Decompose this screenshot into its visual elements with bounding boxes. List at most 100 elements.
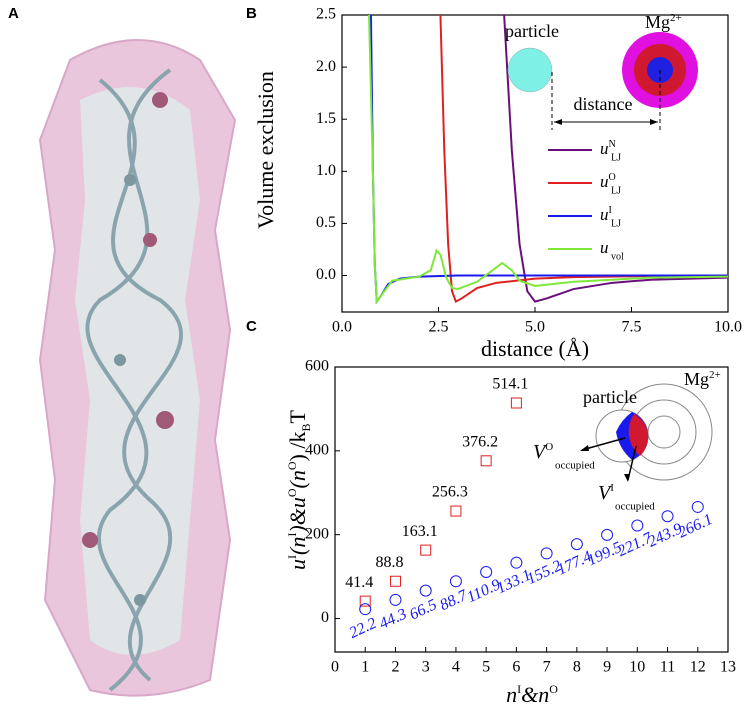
legend-label-part: O [609, 172, 616, 183]
x-tick-label: 5.0 [525, 319, 545, 336]
molecule-render [38, 39, 237, 697]
y-axis-label-part: )&u [285, 497, 310, 534]
point [450, 505, 462, 517]
point [359, 595, 371, 607]
x-axis-label: distance (Å) [481, 336, 589, 361]
point [389, 593, 402, 606]
y-axis-label-part: T [285, 410, 310, 424]
inset-label-part: I [610, 482, 614, 494]
point [419, 584, 432, 597]
point [691, 500, 704, 513]
x-tick-label: 7 [543, 659, 551, 676]
legend-label: uN [600, 139, 616, 158]
value-label: 376.2 [462, 433, 498, 450]
panel-label: C [246, 318, 257, 335]
x-tick-label: 12 [690, 659, 706, 676]
value-label: 88.8 [375, 554, 403, 571]
inset-label: VI [598, 482, 614, 504]
inset-label: distance [574, 94, 633, 114]
inset-label: occupied [555, 460, 595, 472]
legend-label: LJ [611, 218, 621, 229]
y-axis-label-part: (n [285, 470, 310, 488]
x-tick-label: 10 [629, 659, 645, 676]
x-axis-label-part: O [549, 682, 558, 696]
point [601, 528, 614, 541]
plot-frame [334, 366, 729, 653]
arrow-head [580, 445, 630, 482]
x-tick-label: 8 [573, 659, 581, 676]
inset-label-part: V [533, 441, 548, 463]
legend-label: LJ [611, 185, 621, 196]
y-tick-label: 1.5 [316, 110, 336, 127]
inset-label-part: 2+ [670, 12, 682, 24]
x-tick-label: 4 [452, 659, 460, 676]
x-tick-label: 1 [361, 659, 369, 676]
panel-label: A [8, 5, 19, 22]
point [661, 510, 674, 523]
value-label: 163.1 [402, 523, 438, 540]
x-tick-label: 3 [422, 659, 430, 676]
y-tick-label: 600 [305, 358, 329, 375]
y-tick-label: 1.0 [316, 162, 336, 179]
x-tick-label: 2.5 [429, 319, 449, 336]
legend-label-part: u [600, 205, 609, 224]
inset-label-part: O [545, 441, 553, 453]
inset-label: Mg2+ [684, 369, 721, 390]
point [510, 397, 522, 409]
legend-label: LJ [611, 152, 621, 163]
y-tick-label: 200 [305, 525, 329, 542]
x-axis-label-part: I [517, 682, 521, 696]
value-label: 41.4 [345, 574, 373, 591]
x-axis-label-part: n [506, 682, 517, 707]
inset-label: occupied [615, 501, 655, 513]
line-series [439, 15, 728, 304]
x-tick-label: 0.0 [332, 319, 352, 336]
x-tick-label: 9 [603, 659, 611, 676]
legend-label-part: N [609, 139, 616, 150]
y-axis-label-part: u [285, 559, 310, 570]
inset-label-part: Mg [645, 12, 670, 32]
y-axis-label: Volume exclusion [253, 71, 278, 229]
inset-label-part: V [598, 482, 613, 504]
point [359, 603, 372, 616]
legend-label: u [600, 238, 609, 257]
x-axis-label: nI&nO [506, 682, 558, 707]
x-tick-label: 10.0 [714, 319, 742, 336]
y-tick-label: 0.5 [316, 214, 336, 231]
value-label: 256.3 [432, 484, 468, 501]
inset-label: particle [583, 387, 637, 407]
y-axis-label-part: I [285, 555, 299, 559]
y-axis-label-part: B [299, 424, 313, 432]
x-axis-label-part: &n [521, 682, 549, 707]
inset-label: Mg2+ [645, 12, 682, 33]
x-tick-label: 6 [512, 659, 520, 676]
x-tick-label: 7.5 [622, 319, 642, 336]
y-tick-label: 400 [305, 441, 329, 458]
legend-label: vol [611, 251, 624, 262]
inset-label: particle [505, 21, 559, 41]
point [449, 575, 462, 588]
y-axis-label-part: O [285, 461, 299, 470]
value-label: 22.2 [347, 615, 380, 642]
y-tick-label: 2.0 [316, 58, 336, 75]
y-axis-label: uI(nI)&uO(nO) /kBT [285, 410, 313, 570]
y-tick-label: 2.5 [316, 6, 336, 23]
point [480, 565, 493, 578]
inset-label: VO [533, 441, 553, 463]
x-tick-label: 5 [482, 659, 490, 676]
ion-shell [647, 415, 681, 449]
x-tick-label: 11 [660, 659, 675, 676]
point [540, 547, 553, 560]
y-axis-label-part: I [285, 533, 299, 537]
panel-label: B [246, 5, 257, 22]
point [510, 556, 523, 569]
point [631, 519, 644, 532]
particle-icon [507, 47, 553, 93]
y-axis-label-part: O [285, 488, 299, 497]
point [570, 538, 583, 551]
y-tick-label: 0 [321, 609, 329, 626]
y-axis-label-part: ) /k [285, 432, 310, 462]
point [389, 575, 401, 587]
y-tick-label: 0.0 [316, 266, 336, 283]
x-tick-label: 2 [391, 659, 399, 676]
